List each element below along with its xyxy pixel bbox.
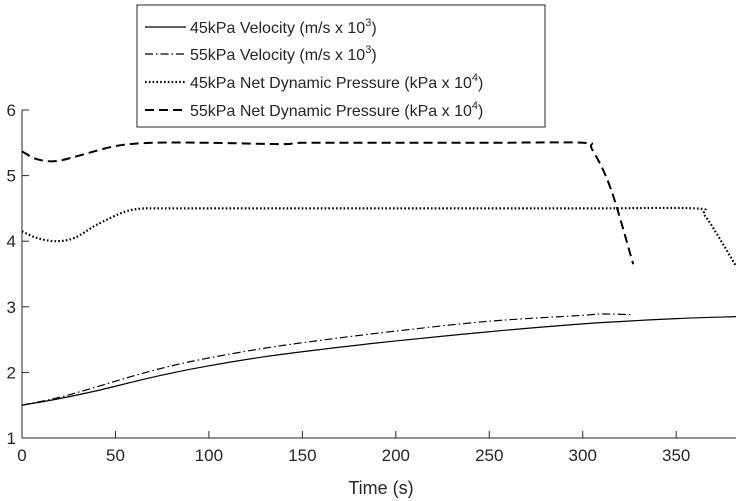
series (21, 141, 737, 406)
series-line-2 (21, 313, 634, 406)
ticks: 0 50 100 150 200 250 300 350 1 2 3 4 5 6 (7, 101, 691, 465)
y-tick-label: 3 (7, 298, 16, 317)
legend-label-1: 45kPa Velocity (m/s x 103) (190, 17, 377, 37)
x-tick-label: 200 (382, 446, 410, 465)
y-tick-label: 1 (7, 429, 16, 448)
x-tick-label: 300 (569, 446, 597, 465)
y-tick-label: 6 (7, 101, 16, 120)
x-tick-label: 50 (106, 446, 125, 465)
x-tick-label: 350 (662, 446, 690, 465)
x-tick-label: 150 (288, 446, 316, 465)
legend: 45kPa Velocity (m/s x 103) 55kPa Velocity… (136, 4, 546, 128)
series-line-3 (21, 206, 737, 267)
x-axis-title: Time (s) (348, 478, 413, 498)
series-line-4 (21, 141, 635, 265)
legend-box (136, 4, 546, 128)
y-tick-label: 5 (7, 167, 16, 186)
x-tick-label: 0 (17, 446, 26, 465)
legend-label-4: 55kPa Net Dynamic Pressure (kPa x 104) (190, 100, 483, 120)
legend-label-2: 55kPa Velocity (m/s x 103) (190, 44, 377, 64)
series-line-1 (21, 316, 737, 406)
axes: Time (s) (21, 110, 736, 498)
legend-label-3: 45kPa Net Dynamic Pressure (kPa x 104) (190, 72, 483, 92)
x-tick-label: 250 (475, 446, 503, 465)
y-tick-label: 2 (7, 363, 16, 382)
y-tick-label: 4 (7, 232, 16, 251)
x-tick-label: 100 (195, 446, 223, 465)
